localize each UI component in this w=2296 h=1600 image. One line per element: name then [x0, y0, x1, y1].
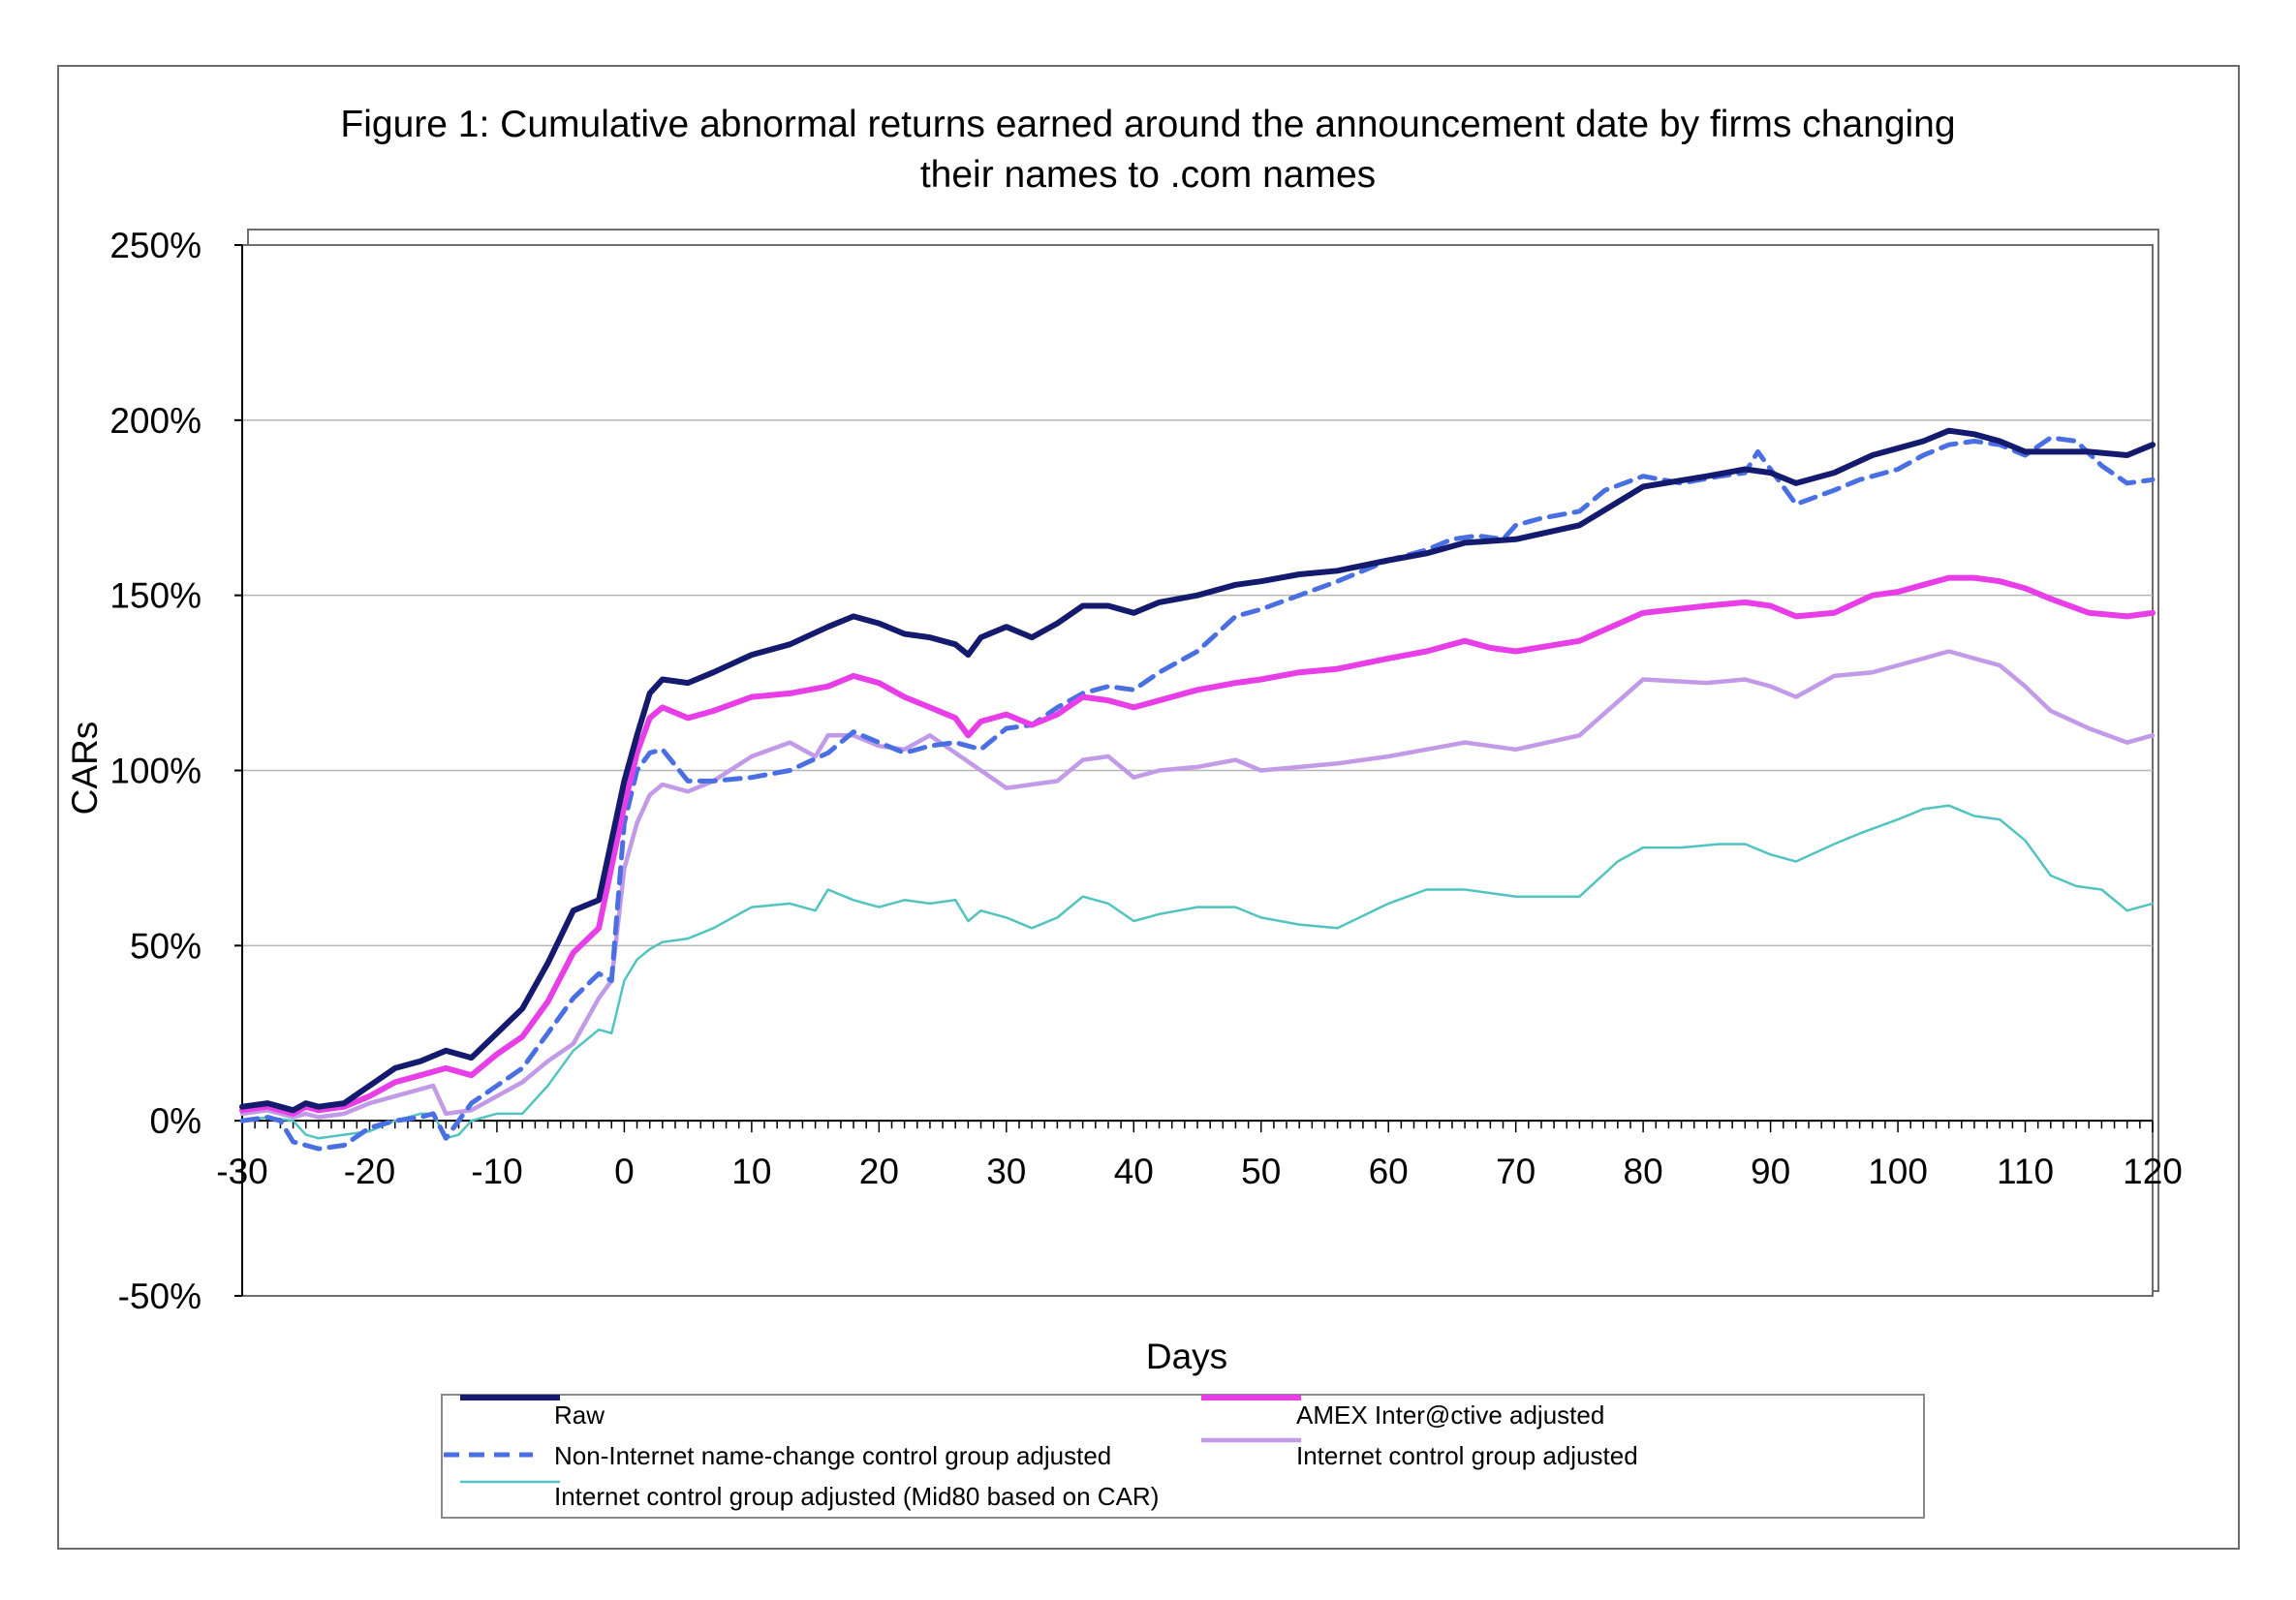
- x-tick-label: 60: [1369, 1152, 1409, 1191]
- x-tick-label: 90: [1751, 1152, 1790, 1191]
- legend-label-internet-control: Internet control group adjusted: [1296, 1441, 1638, 1470]
- series-internet-control-line: [239, 649, 2156, 1120]
- series-raw-line: [239, 427, 2156, 1114]
- x-tick-label: 110: [1997, 1152, 2054, 1191]
- series-amex-line: [239, 574, 2156, 1117]
- legend-label-mid80: Internet control group adjusted (Mid80 b…: [554, 1482, 1159, 1511]
- y-tick-label: 250%: [109, 226, 202, 265]
- legend-label-non-internet: Non-Internet name-change control group a…: [554, 1441, 1111, 1470]
- x-tick-label: 20: [859, 1152, 899, 1191]
- legend-label-amex: AMEX Inter@ctive adjusted: [1296, 1400, 1604, 1430]
- series-non-internet-line: [239, 435, 2156, 1152]
- y-tick-label: -50%: [118, 1277, 202, 1316]
- x-tick-label: 70: [1496, 1152, 1536, 1191]
- x-tick-label: 100: [1868, 1152, 1928, 1191]
- y-tick-label: 0%: [150, 1101, 202, 1141]
- x-tick-label: 30: [986, 1152, 1026, 1191]
- legend-label-raw: Raw: [554, 1400, 605, 1430]
- chart-title-line-2: their names to .com names: [920, 154, 1376, 196]
- x-tick-label: -10: [471, 1152, 522, 1191]
- legend: Raw AMEX Inter@ctive adjusted Non-Intern…: [441, 1394, 1925, 1519]
- series-mid80-line: [240, 804, 2155, 1140]
- x-tick-label: 50: [1241, 1152, 1281, 1191]
- chart-frame: [57, 65, 2240, 1550]
- x-tick-label: 120: [2123, 1152, 2183, 1191]
- x-tick-label: 10: [731, 1152, 771, 1191]
- y-tick-label: 150%: [109, 576, 202, 616]
- chart-title-line-1: Figure 1: Cumulative abnormal returns ea…: [340, 104, 1955, 145]
- plot-area-frame: [241, 229, 2159, 1297]
- y-tick-label: 50%: [130, 926, 202, 966]
- x-tick-label: 0: [614, 1152, 635, 1191]
- x-axis-title: Days: [1146, 1337, 1227, 1376]
- x-tick-label: -20: [344, 1152, 395, 1191]
- series-lines: [239, 427, 2156, 1152]
- legend-box: [441, 1394, 1925, 1519]
- tick-labels: -50% 0% 50% 100% 150% 200% 250% -30 -20 -10 0 10 20 3…: [109, 226, 2183, 1316]
- y-tick-label: 200%: [109, 401, 202, 441]
- x-tick-label: 40: [1114, 1152, 1154, 1191]
- x-tick-label: 80: [1624, 1152, 1663, 1191]
- gridlines: [242, 419, 2153, 1122]
- y-tick-label: 100%: [109, 752, 202, 791]
- y-axis-title: CARs: [65, 722, 105, 815]
- x-tick-label: -30: [216, 1152, 267, 1191]
